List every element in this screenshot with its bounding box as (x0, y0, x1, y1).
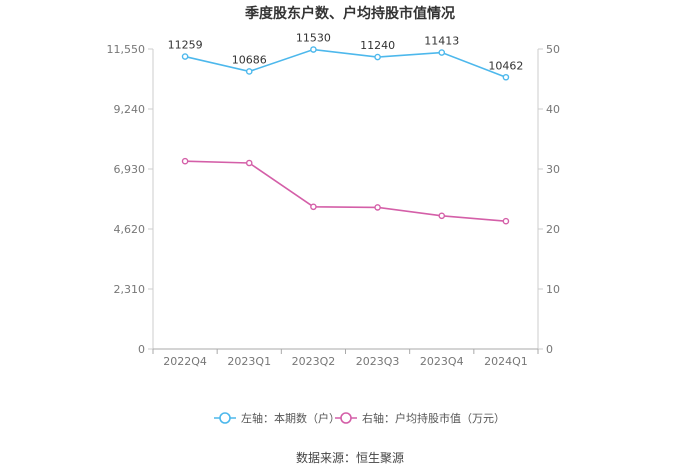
left-tick-label: 2,310 (114, 283, 146, 296)
data-label: 10462 (488, 59, 523, 72)
right-axis-ticks: 0 10 20 30 40 50 (538, 43, 560, 356)
right-tick-label: 40 (546, 103, 560, 116)
series-layer: 11259 10686 11530 11240 11413 10462 (168, 32, 523, 225)
source-note: 数据来源：恒生聚源 (296, 450, 404, 465)
left-tick-label: 6,930 (114, 163, 146, 176)
series-0-point (502, 73, 510, 81)
right-tick-label: 30 (546, 163, 560, 176)
series-1-point (245, 159, 253, 167)
series-1-point (502, 217, 510, 225)
x-tick-label: 2023Q1 (227, 355, 271, 368)
series-1-point (438, 212, 446, 220)
series-1-point (310, 203, 317, 211)
chart-title: 季度股东户数、户均持股市值情况 (244, 5, 455, 22)
x-tick-label: 2023Q3 (356, 355, 400, 368)
right-tick-label: 0 (546, 343, 553, 356)
data-label: 11413 (424, 35, 459, 48)
series-line-1 (185, 160, 506, 222)
x-tick-label: 2023Q4 (420, 355, 464, 368)
legend-marker-1 (340, 412, 352, 424)
right-tick-label: 50 (546, 43, 560, 56)
x-tick-label: 2024Q1 (484, 355, 528, 368)
series-0-point (181, 53, 189, 60)
data-label: 11530 (296, 32, 331, 45)
series-0-point (310, 46, 317, 53)
series-0-point (245, 68, 253, 75)
left-tick-label: 0 (138, 343, 145, 356)
series-0-point (438, 49, 446, 56)
right-tick-label: 20 (546, 223, 560, 236)
x-tick-label: 2023Q2 (292, 355, 336, 368)
x-tick-label: 2022Q4 (163, 355, 207, 368)
left-axis-ticks: 0 2,310 4,620 6,930 9,240 11,550 (107, 43, 153, 356)
legend-marker-0 (219, 412, 231, 424)
series-line-0 (184, 48, 507, 79)
data-label: 10686 (232, 53, 267, 66)
series-1-point (181, 157, 189, 165)
left-tick-label: 4,620 (114, 223, 146, 236)
right-tick-label: 10 (546, 283, 560, 296)
data-label: 11240 (360, 39, 395, 52)
data-label: 11259 (168, 39, 203, 52)
x-axis-ticks: 2022Q4 2023Q1 2023Q2 2023Q3 2023Q4 2024Q1 (152, 349, 539, 368)
left-tick-label: 11,550 (107, 43, 146, 56)
legend: 左轴：本期数（户） 右轴：户均持股市值（万元） (214, 411, 505, 425)
legend-label-1: 右轴：户均持股市值（万元） (362, 411, 505, 425)
legend-label-0: 左轴：本期数（户） (241, 411, 340, 425)
left-tick-label: 9,240 (114, 103, 146, 116)
series-1-point (374, 204, 381, 211)
series-0-point (374, 53, 381, 61)
